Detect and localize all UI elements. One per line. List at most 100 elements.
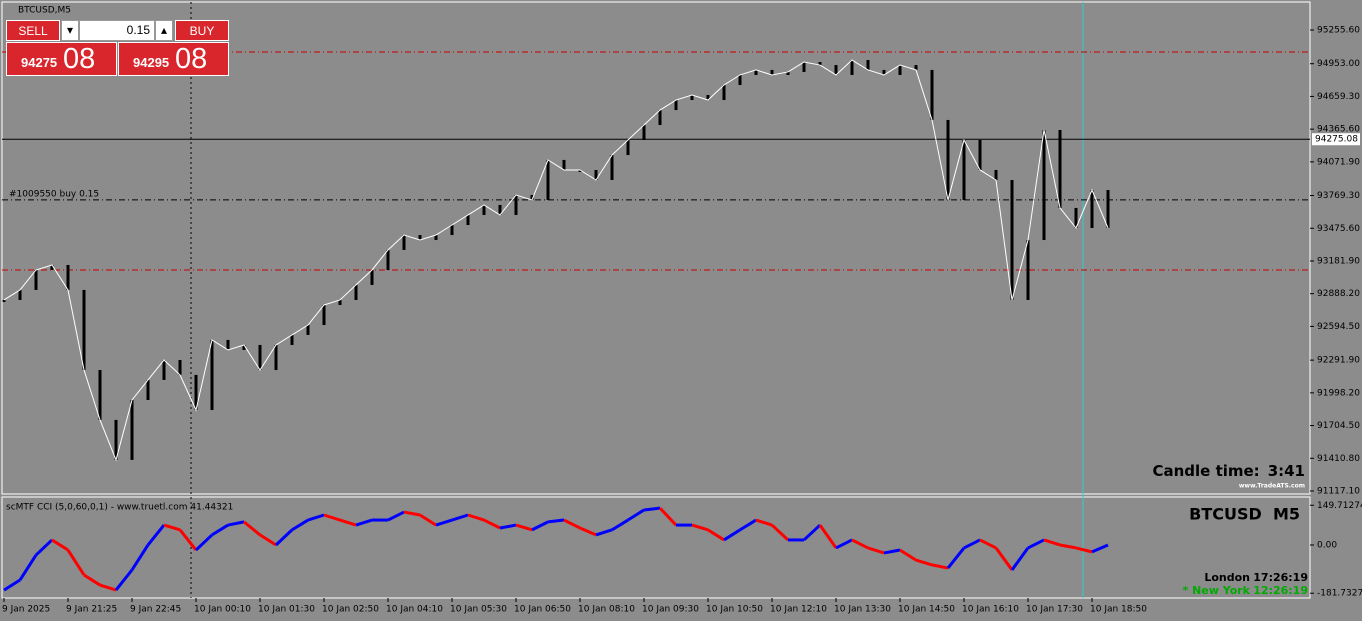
candle xyxy=(50,264,54,270)
clock: 12:26:19 xyxy=(1253,584,1308,597)
cci-segment xyxy=(3,578,21,592)
cci-segment xyxy=(818,524,838,549)
ask-small: 94295 xyxy=(133,55,170,70)
candle xyxy=(1042,129,1046,241)
cci-segment xyxy=(595,528,613,537)
candle xyxy=(130,399,134,460)
candle xyxy=(930,69,934,120)
candle xyxy=(114,419,118,460)
cci-segment xyxy=(18,554,38,581)
cci-segment xyxy=(51,538,69,552)
y-tick-label: 91410.80 xyxy=(1317,454,1360,464)
y-tick-label: 95255.60 xyxy=(1317,26,1360,36)
sell-button[interactable]: SELL xyxy=(6,20,60,41)
candle xyxy=(162,360,166,380)
lot-down[interactable]: ▾ xyxy=(61,20,79,41)
cci-segment xyxy=(194,533,214,552)
indicator-frame xyxy=(1,496,1311,599)
candle xyxy=(738,74,742,85)
y-tick-label: 93475.60 xyxy=(1317,224,1360,234)
candle xyxy=(578,169,582,172)
buy-button[interactable]: BUY xyxy=(175,20,229,41)
cci-segment xyxy=(867,546,885,555)
y-tick-label: 149.71274 xyxy=(1317,501,1362,511)
y-tick-label: 93769.30 xyxy=(1317,191,1360,201)
candle xyxy=(1106,190,1110,229)
candle-value: 3:41 xyxy=(1268,462,1305,480)
candle xyxy=(1090,190,1094,229)
x-tick-label: 10 Jan 10:50 xyxy=(706,605,763,615)
clock: 17:26:19 xyxy=(1253,571,1308,584)
candle xyxy=(482,204,486,215)
bid-small: 94275 xyxy=(21,55,58,70)
candle xyxy=(450,224,454,236)
candle xyxy=(194,374,198,411)
y-tick-label: 94365.60 xyxy=(1317,125,1360,135)
cci-segment xyxy=(291,518,309,532)
candle xyxy=(994,169,998,180)
price-tag xyxy=(1312,133,1360,146)
candle xyxy=(850,60,854,75)
candle xyxy=(786,71,790,75)
cci-segment xyxy=(1091,543,1109,554)
x-tick-label: 10 Jan 08:10 xyxy=(578,605,635,615)
x-tick-label: 10 Jan 12:10 xyxy=(770,605,827,615)
y-tick-label: 0.00 xyxy=(1317,540,1337,550)
window-title: BTCUSD,M5 xyxy=(18,6,71,16)
cci-segment xyxy=(707,528,725,542)
y-tick-label: 92291.90 xyxy=(1317,356,1360,366)
x-tick-label: 10 Jan 13:30 xyxy=(834,605,891,615)
candle xyxy=(386,249,390,270)
cci-segment xyxy=(770,523,790,542)
x-tick-label: 10 Jan 17:30 xyxy=(1026,605,1083,615)
x-tick-label: 10 Jan 05:30 xyxy=(450,605,507,615)
cci-segment xyxy=(83,573,101,587)
candle xyxy=(258,344,262,371)
candle xyxy=(498,204,502,215)
lot-up[interactable]: ▴ xyxy=(155,20,173,41)
candle xyxy=(594,169,598,180)
candle-time: Candle time: 3:41 xyxy=(1152,462,1305,480)
candle xyxy=(626,140,630,156)
candle xyxy=(82,289,86,371)
cci-segment xyxy=(755,518,773,527)
x-tick-label: 10 Jan 06:50 xyxy=(514,605,571,615)
ask-box[interactable]: 94295 08 xyxy=(118,42,229,76)
cci-segment xyxy=(739,518,757,532)
cci-segment xyxy=(34,538,54,557)
candle xyxy=(962,140,966,200)
cci-segment xyxy=(499,523,517,530)
cci-segment xyxy=(99,583,117,592)
x-tick-label: 9 Jan 22:45 xyxy=(130,605,181,615)
close-line xyxy=(3,59,1109,462)
x-tick-label: 10 Jan 09:30 xyxy=(642,605,699,615)
bid-box[interactable]: 94275 08 xyxy=(6,42,117,76)
candle xyxy=(722,84,726,101)
x-tick-label: 10 Jan 01:30 xyxy=(258,605,315,615)
candle xyxy=(18,289,22,300)
y-tick-label: 91704.50 xyxy=(1317,421,1360,431)
cci-segment xyxy=(802,523,822,542)
lot-input[interactable]: 0.15 xyxy=(79,20,155,41)
candle xyxy=(322,304,326,326)
indicator-title: scMTF CCI (5,0,60,0,1) - www.truetl.com … xyxy=(6,503,233,513)
cci-segment xyxy=(963,538,981,550)
candle xyxy=(674,100,678,111)
candle xyxy=(178,360,182,375)
candle xyxy=(834,65,838,75)
y-tick-label: 91998.20 xyxy=(1317,388,1360,398)
y-tick-label: 94071.90 xyxy=(1317,157,1360,167)
cci-segment xyxy=(66,549,86,576)
candle xyxy=(898,65,902,75)
candle xyxy=(418,235,422,241)
candle xyxy=(946,119,950,200)
cci-segment xyxy=(178,528,198,551)
candle xyxy=(818,62,822,66)
candle xyxy=(210,339,214,411)
candle xyxy=(754,69,758,75)
candle xyxy=(658,110,662,125)
y-tick-label: 93181.90 xyxy=(1317,256,1360,266)
symbol: BTCUSD M5 xyxy=(1189,505,1300,524)
cci-segment xyxy=(899,548,917,562)
